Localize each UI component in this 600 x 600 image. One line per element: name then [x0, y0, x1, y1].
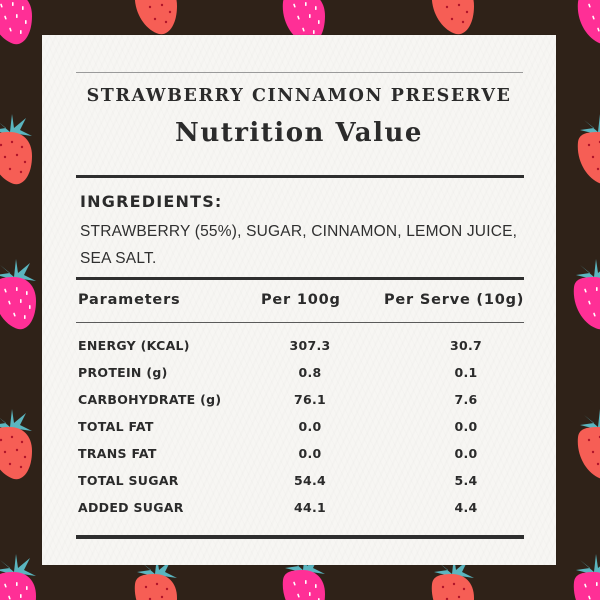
top-divider [76, 72, 523, 73]
parameter-name: ENERGY (KCAL) [78, 338, 190, 353]
per-serve-value: 0.0 [454, 419, 478, 434]
per-100g-value: 0.0 [298, 419, 322, 434]
parameter-name: CARBOHYDRATE (g) [78, 392, 222, 407]
product-title: STRAWBERRY CINNAMON PRESERVE [86, 86, 512, 106]
ingredients-divider [76, 277, 524, 280]
per-serve-value: 7.6 [454, 392, 478, 407]
ingredients-label: INGREDIENTS: [80, 192, 223, 211]
parameter-name: TOTAL FAT [78, 419, 154, 434]
per-100g-value: 0.8 [298, 365, 322, 380]
per-serve-value: 0.1 [454, 365, 478, 380]
ingredients-text: STRAWBERRY (55%), SUGAR, CINNAMON, LEMON… [80, 223, 518, 267]
column-header-per-100g: Per 100g [261, 292, 341, 308]
table-row: TRANS FAT 0.0 0.0 [78, 446, 524, 466]
table-row: ENERGY (KCAL) 307.3 30.7 [78, 338, 524, 358]
nutrition-card: STRAWBERRY CINNAMON PRESERVE Nutrition V… [42, 35, 556, 565]
table-row: CARBOHYDRATE (g) 76.1 7.6 [78, 392, 524, 412]
table-row: ADDED SUGAR 44.1 4.4 [78, 500, 524, 520]
parameter-name: ADDED SUGAR [78, 500, 184, 515]
table-row: TOTAL FAT 0.0 0.0 [78, 419, 524, 439]
column-header-per-serve: Per Serve (10g) [384, 292, 525, 308]
table-row: PROTEIN (g) 0.8 0.1 [78, 365, 524, 385]
per-100g-value: 76.1 [293, 392, 327, 407]
table-header: Parameters Per 100g Per Serve (10g) [78, 292, 524, 314]
column-header-parameters: Parameters [78, 292, 181, 308]
parameter-name: TOTAL SUGAR [78, 473, 179, 488]
per-serve-value: 30.7 [449, 338, 483, 353]
bottom-divider [76, 535, 524, 539]
per-100g-value: 307.3 [289, 338, 331, 353]
per-100g-value: 54.4 [293, 473, 327, 488]
header-divider [76, 322, 524, 323]
table-row: TOTAL SUGAR 54.4 5.4 [78, 473, 524, 493]
parameter-name: PROTEIN (g) [78, 365, 168, 380]
nutrition-heading: Nutrition Value [175, 118, 423, 148]
per-serve-value: 0.0 [454, 446, 478, 461]
heading-divider [76, 175, 524, 178]
per-serve-value: 4.4 [454, 500, 478, 515]
per-serve-value: 5.4 [454, 473, 478, 488]
per-100g-value: 0.0 [298, 446, 322, 461]
parameter-name: TRANS FAT [78, 446, 157, 461]
per-100g-value: 44.1 [293, 500, 327, 515]
